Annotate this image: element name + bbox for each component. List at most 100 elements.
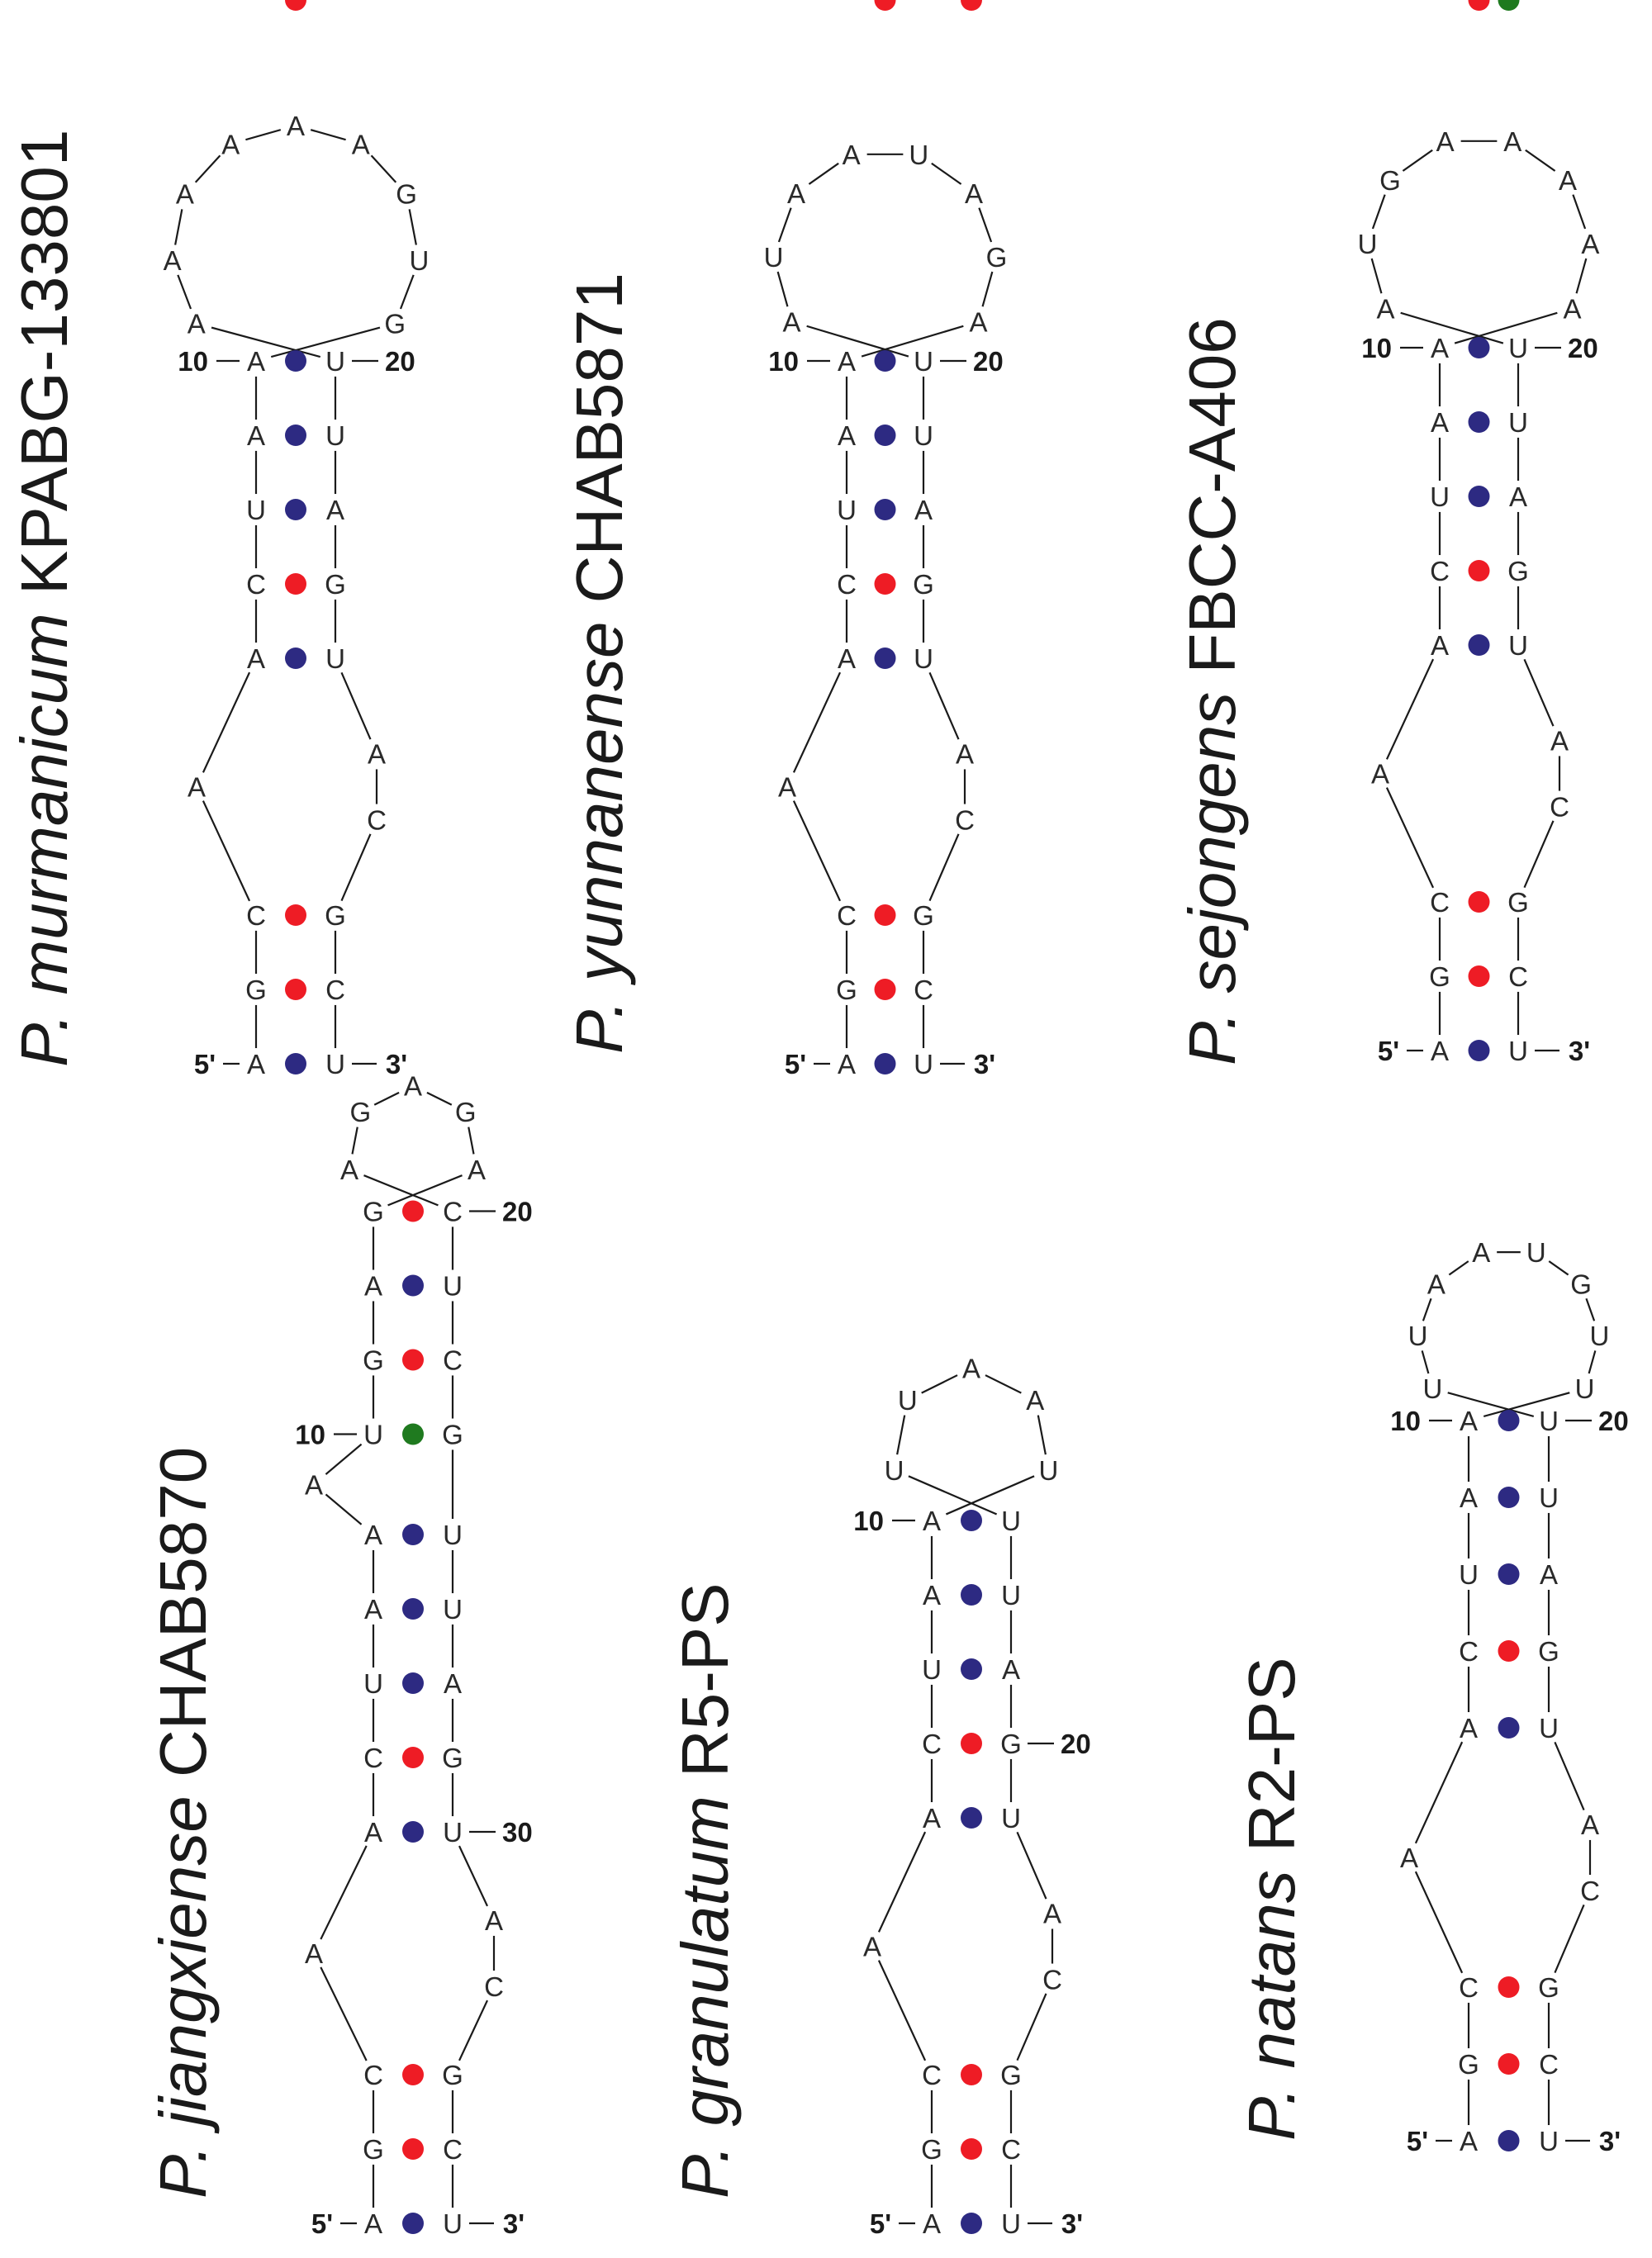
nucleotide: A xyxy=(838,643,856,674)
pair-dot-gc xyxy=(1498,2053,1520,2075)
nt-bg xyxy=(320,899,351,931)
nt-bg xyxy=(1465,1236,1498,1269)
nucleotide: G xyxy=(1000,2060,1022,2090)
nucleotide: U xyxy=(898,1385,918,1416)
nt-bg xyxy=(1429,125,1461,157)
nt-bg xyxy=(1402,1320,1434,1352)
loop-nucleotide: A xyxy=(305,1469,323,1500)
nt-bg xyxy=(240,974,272,1005)
three-prime-label: 3' xyxy=(1599,2126,1621,2156)
nucleotide: U xyxy=(1430,481,1450,512)
nt-bg xyxy=(878,1454,910,1486)
nucleotide: U xyxy=(1001,1506,1021,1536)
loop-nucleotide: A xyxy=(863,1932,881,1962)
pair-dot-au xyxy=(285,1053,306,1074)
nucleotides: A G C A A C U A A A A A A A G U A U U A G U A C G C U xyxy=(1351,125,1607,1066)
nt-bg xyxy=(995,1505,1027,1536)
nt-bg xyxy=(358,1519,389,1550)
nucleotide: U xyxy=(914,420,933,451)
nucleotide: U xyxy=(1508,333,1528,363)
five-prime-label: 5' xyxy=(194,1049,216,1079)
nucleotide: U xyxy=(1001,1803,1021,1833)
nucleotide: U xyxy=(325,346,345,377)
loop-nucleotide: C xyxy=(1042,1965,1062,1995)
nt-bg xyxy=(916,1505,947,1536)
nucleotide: U xyxy=(1001,1580,1021,1610)
nt-bg xyxy=(320,1048,351,1079)
nt-bg xyxy=(1533,2125,1564,2156)
nt-bg xyxy=(831,899,862,931)
nucleotide: G xyxy=(1538,1972,1559,2003)
nt-bg xyxy=(240,568,272,600)
nucleotide: A xyxy=(164,245,182,276)
pair-dot-au xyxy=(1468,634,1490,656)
nt-bg xyxy=(1351,227,1384,259)
nucleotide: U xyxy=(764,242,784,273)
pair-dot-au xyxy=(1468,486,1490,507)
nucleotide: A xyxy=(287,111,305,141)
nt-bg xyxy=(169,178,201,210)
nt-bg xyxy=(1037,1897,1068,1929)
nt-bg xyxy=(358,1593,389,1625)
nt-bg xyxy=(320,568,351,600)
nt-bg xyxy=(437,1418,468,1450)
nt-bg xyxy=(1552,164,1584,196)
nucleotide: G xyxy=(836,975,857,1005)
nucleotide: G xyxy=(1538,1636,1559,1667)
pair-dot-au xyxy=(402,1672,424,1694)
nucleotide: U xyxy=(363,1668,383,1699)
pair-dot-au xyxy=(285,499,306,520)
nucleotide: C xyxy=(443,1197,463,1227)
nucleotide: U xyxy=(1039,1455,1059,1486)
nucleotide: C xyxy=(325,975,345,1005)
nt-bg xyxy=(379,307,411,339)
nucleotide: A xyxy=(1503,126,1521,157)
nt-bg xyxy=(1502,406,1534,438)
loop-nucleotide: C xyxy=(484,1971,504,2002)
nt-bg xyxy=(358,1344,389,1376)
nt-bg xyxy=(949,804,980,836)
nt-bg xyxy=(320,345,351,377)
loop-nucleotide: A xyxy=(368,739,386,770)
pair-dot-gc xyxy=(1498,1640,1520,1662)
backbone-line xyxy=(171,124,420,1064)
nt-bg xyxy=(1420,1268,1452,1300)
nucleotide: U xyxy=(837,495,857,525)
position-label: 20 xyxy=(385,346,415,377)
nt-bg xyxy=(980,240,1013,273)
nt-bg xyxy=(1502,555,1534,586)
nt-bg xyxy=(403,244,435,277)
nt-bg xyxy=(180,307,212,339)
nucleotide: U xyxy=(443,1817,463,1848)
pair-dot-au xyxy=(285,425,306,446)
pair-dot-gc xyxy=(874,979,896,1000)
three-prime-label: 3' xyxy=(503,2208,525,2239)
nt-bg xyxy=(358,1742,389,1773)
nt-bg xyxy=(757,240,790,273)
nt-bg xyxy=(857,1930,888,1962)
pair-dot-gc xyxy=(1498,1976,1520,1998)
pair-dot-gc xyxy=(961,0,982,11)
nt-bg xyxy=(916,2208,947,2239)
nt-bg xyxy=(1453,2048,1484,2080)
nt-bg xyxy=(1424,332,1455,363)
loop-nucleotide: C xyxy=(1580,1876,1600,1906)
position-label: 10 xyxy=(295,1420,325,1450)
nt-bg xyxy=(908,899,939,931)
nucleotide: C xyxy=(1430,887,1450,918)
nt-bg xyxy=(831,1048,862,1079)
nucleotide: A xyxy=(247,1049,265,1079)
nucleotide: U xyxy=(1508,1036,1528,1066)
nt-bg xyxy=(1520,1236,1552,1269)
nt-bg xyxy=(831,345,862,377)
nt-bg xyxy=(298,1468,330,1501)
nucleotide: A xyxy=(247,346,265,377)
nucleotide: G xyxy=(1000,1729,1022,1759)
nt-bg xyxy=(1533,2048,1564,2080)
nt-bg xyxy=(903,138,935,170)
pair-dot-au xyxy=(961,1658,982,1680)
nucleotide: A xyxy=(962,1354,980,1384)
loop-nucleotide: A xyxy=(305,1938,323,1969)
pair-dot-au xyxy=(1468,1040,1490,1061)
